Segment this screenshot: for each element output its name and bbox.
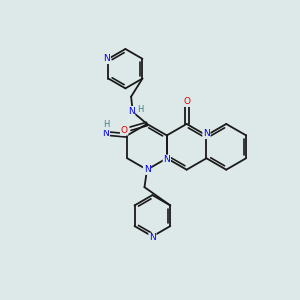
Text: N: N xyxy=(164,155,170,164)
Text: N: N xyxy=(203,129,210,138)
Text: N: N xyxy=(128,107,134,116)
Text: H: H xyxy=(103,120,109,129)
Text: O: O xyxy=(121,126,128,135)
Text: H: H xyxy=(137,105,144,114)
Text: N: N xyxy=(149,233,156,242)
Text: N: N xyxy=(144,165,150,174)
Text: O: O xyxy=(183,97,190,106)
Text: N: N xyxy=(103,54,110,63)
Text: N: N xyxy=(103,129,109,138)
